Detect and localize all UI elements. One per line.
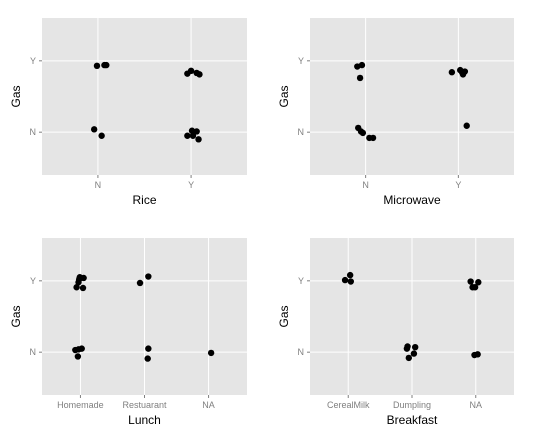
x-axis-title: Rice: [132, 193, 156, 207]
x-axis-title: Lunch: [128, 413, 161, 427]
x-tick-label: N: [362, 180, 369, 190]
data-point: [341, 276, 349, 284]
panel-background: [42, 18, 247, 175]
data-point: [98, 132, 105, 139]
data-point: [136, 279, 144, 287]
data-point: [404, 343, 411, 350]
y-axis-title: Gas: [277, 85, 291, 107]
y-tick-label: Y: [298, 56, 304, 66]
data-point: [189, 132, 197, 139]
data-point: [187, 67, 195, 75]
x-tick-label: Y: [188, 180, 194, 190]
x-tick-label: Dumpling: [393, 400, 431, 410]
data-point: [145, 345, 152, 352]
data-point: [358, 61, 366, 69]
data-point: [410, 350, 418, 357]
data-point: [184, 132, 191, 139]
y-tick-label: Y: [30, 56, 36, 66]
y-axis-title: Gas: [9, 85, 23, 107]
panel-background: [310, 18, 514, 175]
data-point: [346, 271, 354, 279]
y-axis-title: Gas: [9, 305, 23, 327]
data-point: [196, 71, 203, 78]
panel-breakfast: CerealMilk Dumpling NA N Y Breakfast Gas: [277, 238, 514, 427]
data-point: [103, 61, 110, 69]
data-point: [475, 279, 482, 286]
x-tick-label: N: [95, 180, 102, 190]
data-point: [347, 278, 354, 285]
data-point: [144, 355, 151, 362]
x-axis-title: Microwave: [383, 193, 441, 207]
y-tick-label: N: [298, 127, 305, 137]
data-point: [467, 278, 474, 285]
data-point: [193, 128, 200, 135]
data-point: [78, 345, 85, 352]
data-point: [145, 273, 152, 280]
data-point: [73, 284, 80, 291]
data-point: [207, 349, 215, 357]
data-point: [448, 69, 456, 76]
data-point: [461, 68, 469, 75]
panel-rice: N Y N Y Rice Gas: [9, 18, 247, 207]
y-tick-label: N: [30, 347, 37, 357]
data-point: [93, 62, 101, 70]
y-tick-label: Y: [30, 276, 36, 286]
y-tick-label: N: [30, 127, 37, 137]
data-point: [359, 129, 367, 137]
data-point: [474, 351, 481, 358]
x-axis-title: Breakfast: [387, 413, 438, 427]
y-tick-label: N: [298, 347, 305, 357]
data-point: [356, 74, 364, 82]
data-point: [411, 343, 419, 351]
x-tick-label: Homemade: [57, 400, 104, 410]
y-axis-title: Gas: [277, 305, 291, 327]
data-point: [463, 122, 470, 129]
x-tick-label: Restuarant: [122, 400, 167, 410]
panel-microwave: N Y N Y Microwave Gas: [277, 18, 514, 207]
panel-lunch: Homemade Restuarant NA N Y Lunch Gas: [9, 238, 247, 427]
x-tick-label: NA: [202, 400, 215, 410]
data-point: [369, 134, 377, 142]
data-point: [79, 284, 87, 292]
data-point: [471, 284, 479, 291]
data-point: [74, 353, 82, 360]
y-tick-label: Y: [298, 276, 304, 286]
data-point: [405, 354, 413, 362]
x-tick-label: NA: [469, 400, 482, 410]
data-point: [90, 126, 98, 133]
data-point: [80, 274, 87, 282]
x-tick-label: CerealMilk: [327, 400, 370, 410]
x-tick-label: Y: [455, 180, 461, 190]
data-point: [195, 136, 202, 143]
